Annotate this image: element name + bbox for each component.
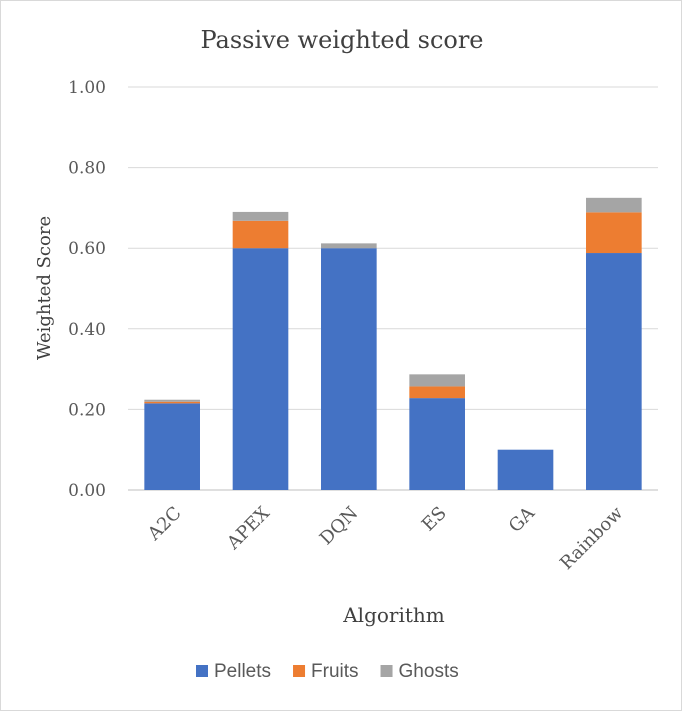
y-tick-label: 0.60 — [68, 239, 106, 259]
bar-segment-ghosts — [144, 399, 200, 402]
x-tick-label: Rainbow — [556, 502, 628, 574]
legend-label-pellets: Pellets — [214, 661, 271, 682]
legend-swatch-fruits — [293, 665, 306, 677]
bar-segment-fruits — [409, 386, 465, 399]
legend: Pellets Fruits Ghosts — [196, 661, 459, 682]
y-axis-label: Weighted Score — [34, 216, 55, 360]
chart-title: Passive weighted score — [200, 26, 483, 54]
legend-label-fruits: Fruits — [311, 661, 359, 682]
x-axis-label: Algorithm — [342, 603, 445, 627]
x-tick-label: A2C — [143, 503, 186, 546]
bar-segment-ghosts — [586, 197, 642, 213]
legend-label-ghosts: Ghosts — [399, 661, 459, 682]
bar-segment-pellets — [409, 398, 465, 490]
bar-segment-fruits — [232, 220, 289, 249]
gridlines — [128, 86, 658, 491]
x-tick-label: APEX — [222, 503, 274, 555]
bar-segment-ghosts — [232, 211, 289, 221]
bar-segment-pellets — [497, 449, 554, 490]
bar-segment-fruits — [144, 401, 200, 404]
y-tick-label: 0.00 — [68, 481, 106, 501]
x-tick-label: DQN — [316, 503, 363, 550]
bar-segment-ghosts — [321, 243, 377, 249]
bar-segment-pellets — [232, 248, 289, 490]
bars — [144, 197, 642, 490]
x-tick-label: GA — [505, 502, 540, 537]
y-axis-ticks: 0.00 0.20 0.40 0.60 0.80 1.00 — [68, 78, 106, 501]
y-tick-label: 0.40 — [68, 320, 106, 340]
y-tick-label: 0.20 — [68, 400, 106, 420]
y-tick-label: 0.80 — [68, 159, 106, 179]
legend-swatch-ghosts — [380, 665, 393, 677]
bar-segment-pellets — [586, 253, 642, 490]
bar-segment-fruits — [586, 212, 642, 254]
bar-segment-pellets — [321, 248, 377, 490]
bar-segment-ghosts — [409, 374, 465, 387]
x-tick-label: ES — [418, 503, 451, 536]
y-tick-label: 1.00 — [68, 78, 106, 98]
bar-segment-pellets — [144, 403, 200, 490]
x-axis-ticks: A2C APEX DQN ES GA Rainbow — [143, 502, 628, 574]
legend-swatch-pellets — [196, 665, 208, 677]
